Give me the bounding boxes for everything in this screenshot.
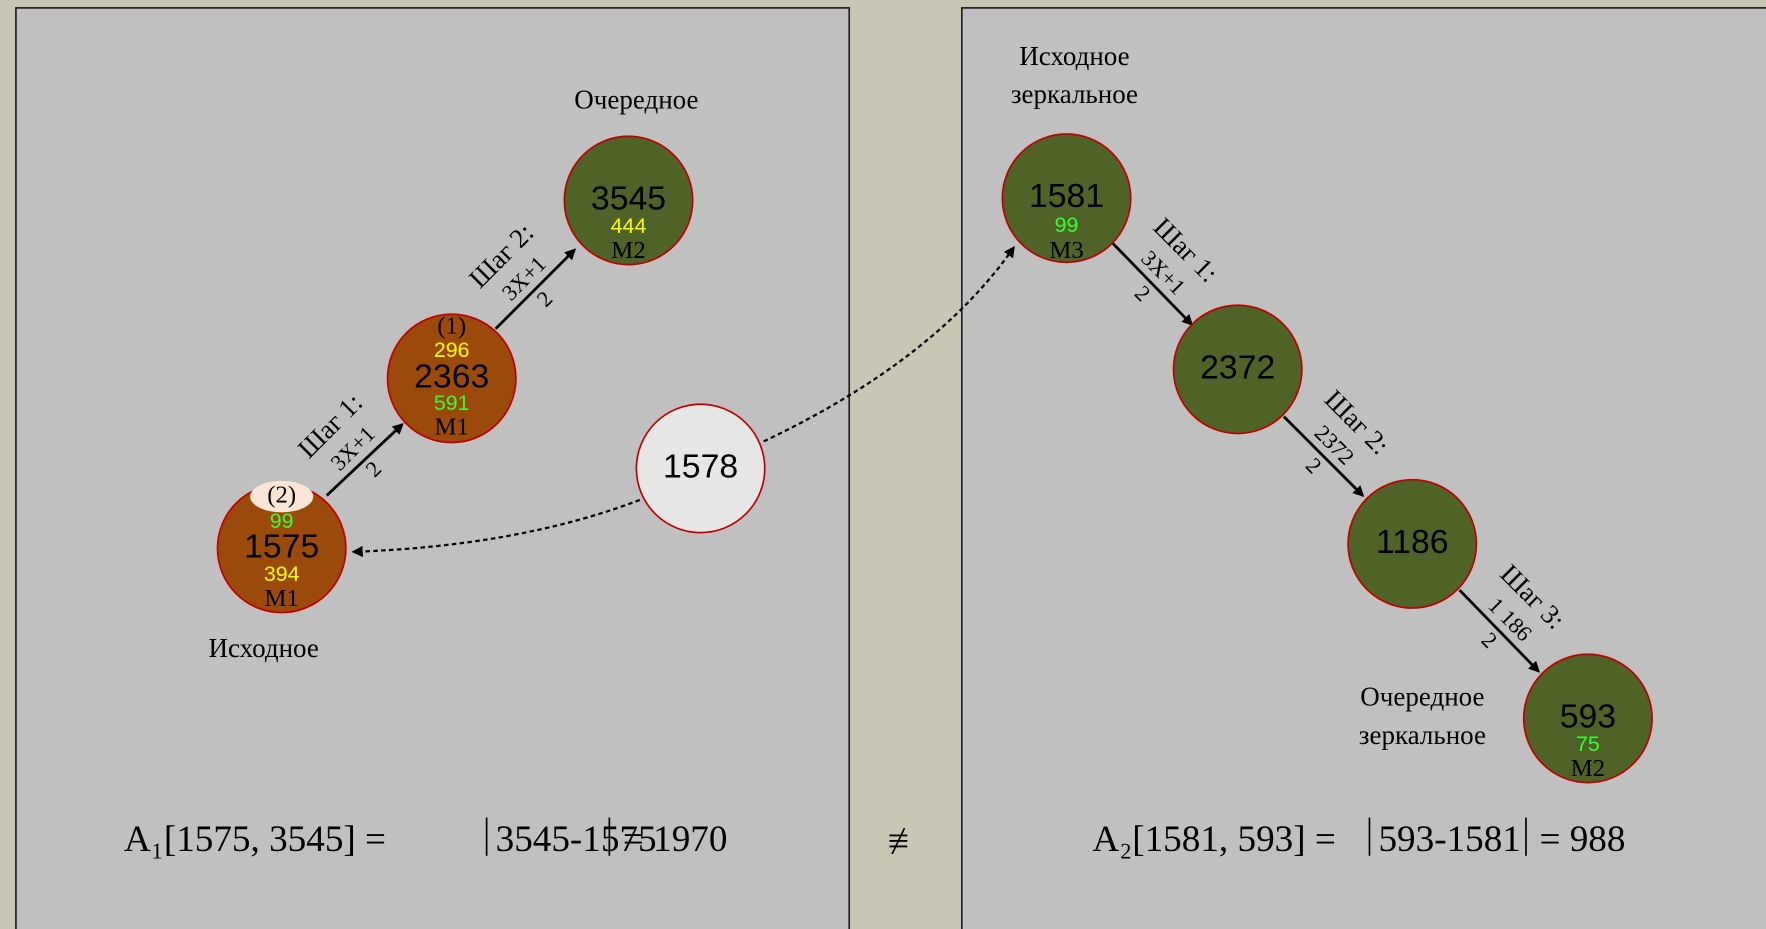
node-value: 1575 <box>244 527 319 565</box>
node-green: 99 <box>270 509 294 533</box>
node-value: 2363 <box>414 357 489 395</box>
formula-rhs: = 1970 <box>623 819 728 860</box>
arrow <box>325 422 404 497</box>
node-value: 593 <box>1560 697 1616 735</box>
arrow <box>1111 242 1194 326</box>
node-value: 3545 <box>591 179 666 217</box>
node-value: 1578 <box>663 447 738 485</box>
label: Исходное <box>208 633 318 663</box>
node-green: 591 <box>434 391 470 415</box>
node <box>1172 304 1303 435</box>
label: Очередное <box>574 85 698 115</box>
dotted-arrow <box>763 245 1015 443</box>
node-yellow: 296 <box>434 338 470 362</box>
arrow <box>494 248 577 330</box>
dotted-arrow <box>351 498 641 558</box>
label: зеркальное <box>1011 79 1138 109</box>
node-order: (1) <box>437 312 466 339</box>
formula-rhs: = 988 <box>1539 819 1625 860</box>
node-yellow: 444 <box>611 214 647 238</box>
label: Исходное <box>1019 41 1129 71</box>
formula-lhs: A₂[1581, 593] = <box>1092 819 1335 860</box>
node-green: 99 <box>1055 213 1079 237</box>
formula-lhs: A₁[1575, 3545] = <box>124 819 386 860</box>
node <box>1001 133 1132 264</box>
node-mark: М1 <box>264 585 298 612</box>
order-badge <box>250 480 314 513</box>
node-value: 1581 <box>1029 177 1104 215</box>
arrow <box>1282 415 1365 498</box>
node-green: 75 <box>1576 732 1600 756</box>
label: Очередное <box>1360 681 1484 711</box>
node-value: 2372 <box>1200 348 1275 386</box>
node <box>563 135 694 266</box>
formula-abs: 3545-1575 <box>496 819 657 860</box>
node <box>386 313 517 444</box>
label: зеркальное <box>1359 720 1486 750</box>
node-value: 1186 <box>1376 523 1449 561</box>
node-mark: М2 <box>611 237 645 264</box>
node <box>635 403 766 534</box>
node <box>1522 653 1653 784</box>
node <box>1347 478 1478 609</box>
arrow <box>1458 589 1540 673</box>
not-equal: ≢ <box>888 820 926 862</box>
node-mark: М3 <box>1049 237 1083 264</box>
node-mark: М1 <box>435 414 469 441</box>
formula-abs: 593-1581 <box>1378 819 1520 860</box>
node-mark: М2 <box>1571 755 1605 782</box>
node-yellow: 394 <box>264 562 300 586</box>
node-order: (2) <box>267 481 296 508</box>
